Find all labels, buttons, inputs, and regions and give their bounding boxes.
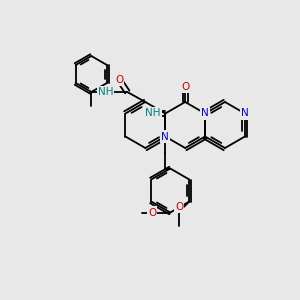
Text: O: O — [175, 202, 183, 212]
Text: NH: NH — [146, 109, 161, 118]
Text: N: N — [241, 109, 249, 118]
Text: O: O — [148, 208, 156, 218]
Text: N: N — [161, 131, 169, 142]
Text: N: N — [201, 109, 209, 118]
Text: O: O — [181, 82, 189, 92]
Text: O: O — [115, 75, 124, 85]
Text: NH: NH — [98, 87, 113, 97]
